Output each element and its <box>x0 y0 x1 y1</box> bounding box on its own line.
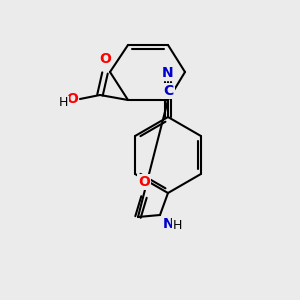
Text: N: N <box>163 217 175 231</box>
Text: N: N <box>162 66 174 80</box>
Text: O: O <box>99 52 111 66</box>
Text: C: C <box>163 84 173 98</box>
Text: H: H <box>58 97 68 110</box>
Text: O: O <box>66 92 78 106</box>
Text: O: O <box>138 175 150 189</box>
Text: H: H <box>173 219 182 232</box>
